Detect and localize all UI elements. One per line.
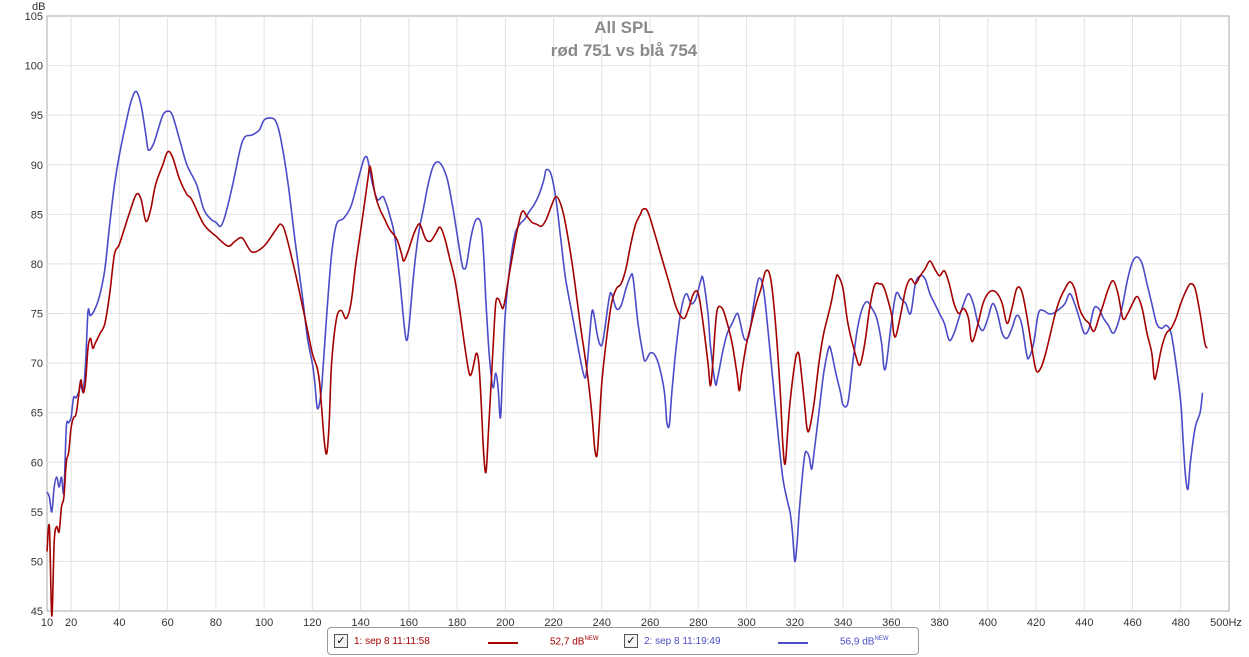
series-2-level: 56,9 dBNEW — [840, 636, 888, 647]
y-tick-label: 100 — [25, 61, 43, 73]
x-tick-label: 340 — [834, 617, 852, 629]
x-tick-label: 300 — [737, 617, 755, 629]
x-tick-label: 320 — [786, 617, 804, 629]
series-1-level: 52,7 dBNEW — [550, 636, 598, 647]
y-tick-label: 50 — [31, 556, 43, 568]
x-tick-label: 480 — [1172, 617, 1190, 629]
x-tick-label: 280 — [689, 617, 707, 629]
grid — [47, 16, 1229, 611]
series-2-level-value: 56,9 dB — [840, 636, 875, 648]
series-layer — [46, 90, 1209, 617]
x-tick-label: 160 — [400, 617, 418, 629]
x-tick-label: 40 — [113, 617, 125, 629]
y-tick-label: 75 — [31, 309, 43, 321]
x-tick-label: 120 — [303, 617, 321, 629]
y-tick-label: 105 — [25, 11, 43, 23]
series-2-new-badge: NEW — [874, 636, 889, 642]
x-tick-label: 500Hz — [1210, 617, 1242, 629]
x-tick-label: 180 — [448, 617, 466, 629]
x-tick-label: 240 — [593, 617, 611, 629]
y-tick-label: 60 — [31, 457, 43, 469]
x-tick-label: 200 — [496, 617, 514, 629]
x-tick-label: 100 — [255, 617, 273, 629]
x-tick-label: 80 — [210, 617, 222, 629]
x-tick-label: 260 — [641, 617, 659, 629]
legend: ✓ 1: sep 8 11:11:58 52,7 dBNEW ✓ 2: sep … — [327, 627, 919, 655]
x-tick-label: 400 — [979, 617, 997, 629]
series-2-line — [46, 90, 1204, 563]
series-2-label: 2: sep 8 11:19:49 — [644, 636, 721, 647]
x-tick-label: 380 — [930, 617, 948, 629]
x-tick-label: 140 — [351, 617, 369, 629]
series-1-line — [46, 150, 1209, 617]
y-tick-label: 95 — [31, 110, 43, 122]
series-1-checkbox[interactable]: ✓ — [334, 634, 348, 648]
x-tick-label: 60 — [161, 617, 173, 629]
y-axis-label: dB — [32, 1, 45, 13]
chart-title: All SPL — [594, 18, 654, 37]
y-tick-label: 65 — [31, 408, 43, 420]
series-1-swatch — [488, 642, 518, 644]
y-tick-label: 70 — [31, 358, 43, 370]
x-tick-label: 10 — [41, 617, 53, 629]
x-tick-label: 420 — [1027, 617, 1045, 629]
y-tick-label: 45 — [31, 606, 43, 618]
y-axis-ticks: 45 50 55 60 65 70 75 80 85 90 95 100 105 — [25, 11, 43, 618]
x-tick-label: 360 — [882, 617, 900, 629]
x-tick-label: 220 — [544, 617, 562, 629]
chart-subtitle: rød 751 vs blå 754 — [551, 41, 698, 60]
y-tick-label: 90 — [31, 160, 43, 172]
x-axis-ticks: 10 20 40 60 80 100 120 140 160 180 200 220 240 260 280… — [41, 617, 1242, 629]
y-tick-label: 80 — [31, 259, 43, 271]
series-2-swatch — [778, 642, 808, 644]
y-tick-label: 85 — [31, 209, 43, 221]
series-1-label: 1: sep 8 11:11:58 — [354, 636, 430, 647]
series-1-level-value: 52,7 dB — [550, 636, 585, 648]
x-tick-label: 440 — [1075, 617, 1093, 629]
y-tick-label: 55 — [31, 507, 43, 519]
x-tick-label: 20 — [65, 617, 77, 629]
series-1-new-badge: NEW — [584, 636, 599, 642]
series-2-checkbox[interactable]: ✓ — [624, 634, 638, 648]
x-tick-label: 460 — [1123, 617, 1141, 629]
